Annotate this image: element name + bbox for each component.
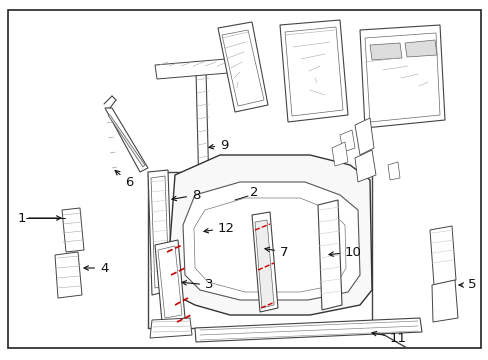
Polygon shape — [195, 226, 218, 244]
Text: 1: 1 — [18, 212, 26, 225]
Text: 7: 7 — [264, 246, 288, 258]
Polygon shape — [218, 22, 267, 112]
Polygon shape — [251, 212, 278, 312]
Polygon shape — [364, 33, 439, 122]
Polygon shape — [148, 170, 172, 295]
Polygon shape — [354, 118, 373, 155]
Polygon shape — [359, 25, 444, 128]
Polygon shape — [404, 40, 436, 57]
Text: 2: 2 — [249, 185, 258, 198]
Polygon shape — [105, 108, 148, 172]
Text: 3: 3 — [182, 279, 213, 292]
Text: 8: 8 — [172, 189, 200, 202]
Polygon shape — [369, 43, 401, 60]
Polygon shape — [280, 20, 347, 122]
Polygon shape — [108, 115, 145, 167]
Polygon shape — [331, 142, 347, 166]
Polygon shape — [150, 318, 192, 338]
Polygon shape — [429, 226, 455, 285]
Polygon shape — [339, 130, 354, 152]
Polygon shape — [317, 200, 341, 310]
Polygon shape — [196, 70, 209, 230]
Text: 4: 4 — [84, 261, 108, 275]
Polygon shape — [195, 318, 421, 342]
Text: 11: 11 — [371, 332, 406, 345]
Polygon shape — [158, 246, 182, 318]
Text: 10: 10 — [328, 246, 361, 258]
Polygon shape — [431, 280, 457, 322]
Text: 6: 6 — [115, 171, 133, 189]
Polygon shape — [194, 198, 346, 292]
Polygon shape — [168, 155, 371, 315]
Text: 9: 9 — [208, 139, 228, 152]
Polygon shape — [151, 176, 169, 288]
Polygon shape — [222, 30, 264, 106]
Polygon shape — [254, 220, 273, 308]
Text: 5: 5 — [458, 279, 475, 292]
Polygon shape — [155, 58, 240, 79]
Polygon shape — [285, 27, 342, 116]
Polygon shape — [62, 208, 84, 252]
Polygon shape — [354, 150, 375, 182]
Polygon shape — [155, 240, 184, 322]
Polygon shape — [55, 252, 82, 298]
Polygon shape — [387, 162, 399, 180]
Polygon shape — [183, 182, 359, 300]
Text: 12: 12 — [203, 221, 235, 234]
